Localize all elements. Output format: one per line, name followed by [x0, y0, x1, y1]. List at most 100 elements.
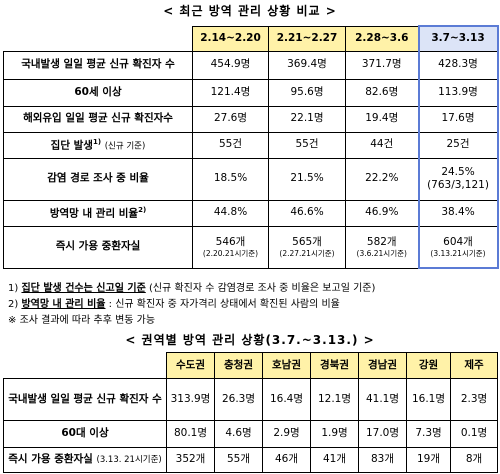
cell-value: 8개 [465, 453, 483, 466]
label-text: 즉시 가용 중환자실 [8, 453, 93, 466]
cell-value: 12.1명 [317, 392, 352, 405]
label-text: 감염 경로 조사 중 비율 [47, 172, 149, 185]
cell-value: 313.9명 [170, 392, 211, 405]
cell-note: (3.13.21시기준) [430, 248, 486, 258]
cell: 25건 [417, 131, 499, 159]
footnote-marker: ※ [8, 315, 17, 326]
cell: 19.4명 [345, 105, 419, 133]
cell-value: 18.5% [213, 172, 248, 185]
footnote: ※ 조사 결과에 따라 추후 변동 가능 [8, 311, 155, 326]
cell-value: 46.6% [290, 206, 324, 219]
cell: 27.6명 [192, 105, 269, 133]
row-label: 해외유입 일일 평균 신규 확진자수 [3, 105, 193, 133]
cell: 2.9명 [262, 420, 311, 448]
column-header: 2.14~2.20 [192, 25, 269, 52]
cell-value: 0.1명 [460, 427, 488, 440]
cell: 21.5% [268, 157, 346, 201]
label-text: 집단 발생 [50, 139, 93, 152]
cell-value: 7.3명 [415, 427, 442, 440]
cell-value: 2.3명 [460, 392, 488, 405]
cell: 313.9명 [166, 378, 215, 421]
label-note: (신규 기준) [104, 141, 146, 152]
row: 60세 이상 121.4명 95.6명 82.6명 113.9명 [3, 78, 499, 107]
cell-value: 44.8% [213, 206, 248, 219]
cell-value: 46.9% [365, 206, 399, 219]
regional-table: 수도권 충청권 호남권 경북권 경남권 강원 제주 국내발생 일일 평균 신규 확진자 수 31… [3, 352, 498, 473]
footnote: 2) 방역망 내 관리 비율 : 신규 확진자 중 자가격리 상태에서 확진된 … [8, 295, 340, 310]
column-header: 경남권 [358, 352, 407, 379]
cell-value: 46개 [274, 453, 299, 466]
cell-value: 546개 [215, 235, 246, 248]
row: 즉시 가용 중환자실 546개 (2.20.21시기준) 565개 (2.27.21시기… [3, 225, 499, 269]
footnote: 1) 집단 발생 건수는 신고일 기준 (신규 확진자 수 감염경로 조사 중 … [8, 279, 375, 294]
column-header: 호남권 [262, 352, 311, 379]
cell: 1.9명 [310, 420, 359, 448]
cell-value: 82.6명 [365, 85, 399, 98]
cell-value: 41개 [322, 453, 347, 466]
cell: 7.3명 [406, 420, 451, 448]
row-label: 국내발생 일일 평균 신규 확진자 수 [3, 50, 193, 80]
cell: 80.1명 [166, 420, 215, 448]
title: < 최근 방역 관리 상황 비교 > [163, 4, 337, 18]
cell: 4.6명 [214, 420, 263, 448]
cell: 12.1명 [310, 378, 359, 421]
cell-note: (3.6.21시기준) [356, 248, 407, 258]
cell-value: 2.9명 [273, 427, 300, 440]
comparison-table: 2.14~2.20 2.21~2.27 2.28~3.6 3.7~3.13 국내발생 일… [3, 25, 499, 269]
column-header: 경북권 [310, 352, 359, 379]
label-text: 해외유입 일일 평균 신규 확진자수 [23, 112, 173, 125]
cell-value: 19개 [416, 453, 441, 466]
cell: 582개 (3.6.21시기준) [345, 225, 419, 269]
row: 국내발생 일일 평균 신규 확진자 수 313.9명 26.3명 16.4명 12.1명… [3, 378, 498, 421]
label-note: (3.13. 21시기준) [96, 455, 162, 466]
cell-value: 55건 [295, 138, 319, 151]
cell: 546개 (2.20.21시기준) [192, 225, 269, 269]
column-header: 제주 [450, 352, 498, 379]
cell: 55건 [268, 131, 346, 159]
footnote-emphasis: 집단 발생 건수는 신고일 기준 [21, 283, 146, 294]
cell: 38.4% [417, 199, 499, 227]
footnote-marker: 1) [8, 283, 19, 294]
footnote-text: (신규 확진자 수 감염경로 조사 중 비율은 보고일 기준) [145, 283, 376, 294]
cell: 24.5% (763/3,121) [417, 157, 499, 201]
cell-value: 371.7명 [361, 58, 402, 71]
cell-value: 428.3명 [438, 58, 478, 71]
column-header: 수도권 [166, 352, 215, 379]
column-header: 강원 [406, 352, 451, 379]
cell-value: 27.6명 [213, 112, 248, 125]
row-label: 60대 이상 [3, 420, 167, 448]
cell-value: 25건 [446, 138, 470, 151]
footnote-text: 조사 결과에 따라 추후 변동 가능 [19, 315, 156, 326]
cell-value: 83개 [370, 453, 395, 466]
cell-value: 4.6명 [225, 427, 252, 440]
cell: 26.3명 [214, 378, 263, 421]
cell-value: 352개 [175, 453, 206, 466]
cell-value: 80.1명 [173, 427, 208, 440]
cell: 46.6% [268, 199, 346, 227]
cell: 352개 [166, 447, 215, 473]
cell-note: (2.27.21시기준) [279, 248, 335, 258]
cell: 369.4명 [268, 50, 346, 80]
column-header: 2.21~2.27 [268, 25, 346, 52]
cell-value: 22.2% [365, 172, 399, 185]
cell: 55건 [192, 131, 269, 159]
cell: 17.0명 [358, 420, 407, 448]
column-header: 충청권 [214, 352, 263, 379]
cell-value: 121.4명 [210, 85, 251, 98]
cell-value: 38.4% [441, 206, 475, 219]
row: 집단 발생1) (신규 기준) 55건 55건 44건 25건 [3, 131, 499, 159]
cell: 18.5% [192, 157, 269, 201]
cell: 55개 [214, 447, 263, 473]
header-row: 수도권 충청권 호남권 경북권 경남권 강원 제주 [3, 352, 498, 379]
cell-value: 19.4명 [365, 112, 399, 125]
footnote-text: : 신규 확진자 중 자가격리 상태에서 확진된 사람의 비율 [105, 299, 340, 310]
footnote-ref: 2) [138, 205, 147, 214]
cell-note: (2.20.21시기준) [202, 248, 259, 258]
cell: 41.1명 [358, 378, 407, 421]
cell: 0.1명 [450, 420, 498, 448]
title: < 권역별 방역 관리 상황(3.7.~3.13.) > [125, 333, 375, 347]
cell-value: 95.6명 [290, 85, 324, 98]
cell: 8개 [450, 447, 498, 473]
cell: 113.9명 [417, 78, 499, 107]
corner [3, 26, 193, 52]
